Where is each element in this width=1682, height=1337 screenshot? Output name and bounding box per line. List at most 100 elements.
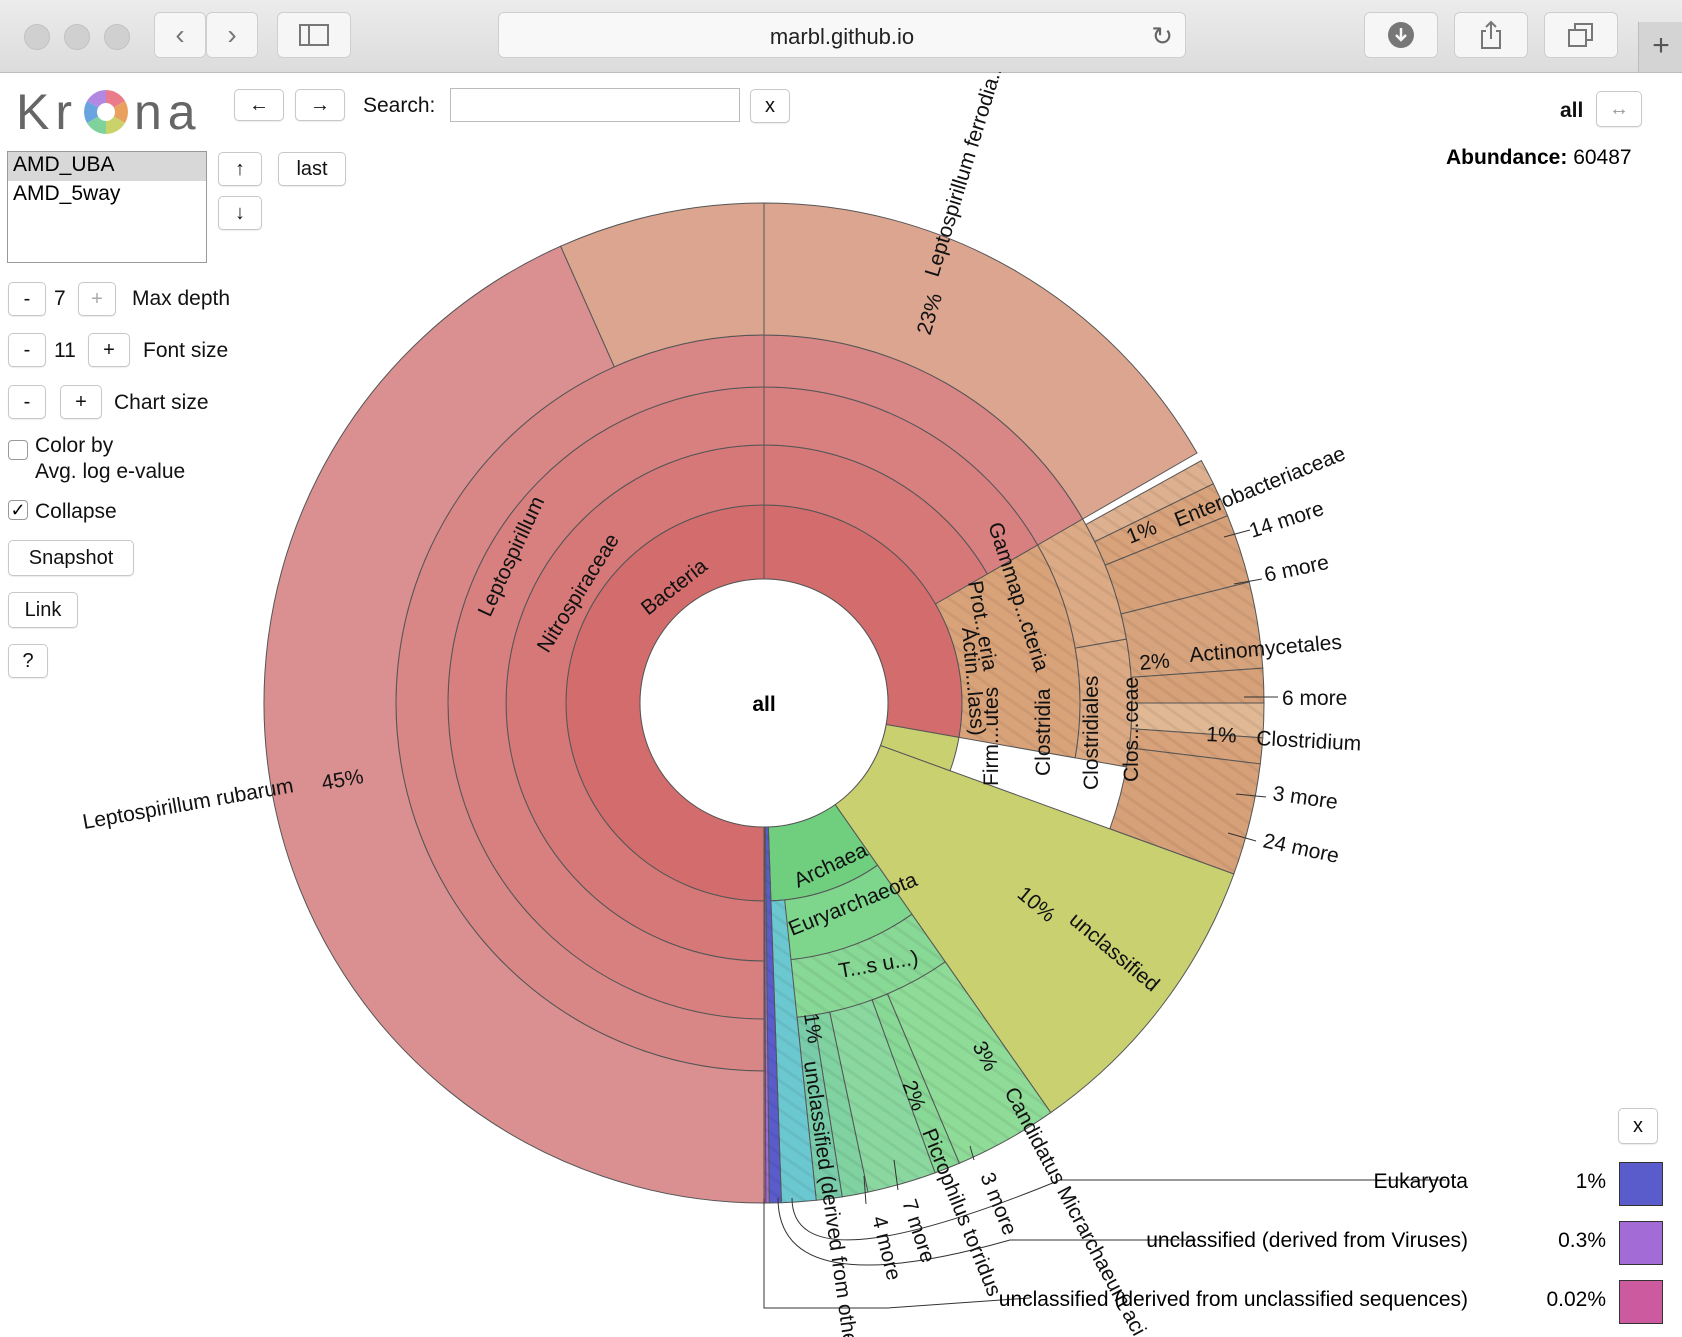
wedge-4-more-hatch [797, 1015, 843, 1201]
new-tab-button[interactable]: + [1638, 22, 1682, 72]
label-more24: 24 more [1261, 829, 1341, 868]
nav-forward-button[interactable]: → [295, 89, 345, 121]
wedge-proteobacteria-hatch [935, 545, 1080, 758]
abundance-value: 60487 [1573, 146, 1632, 169]
label-more3a: 3 more [1271, 782, 1339, 814]
leader-unclassified-seq [763, 1198, 1031, 1309]
help-button[interactable]: ? [8, 644, 48, 678]
wedge-eukaryota-hatch [765, 826, 782, 1203]
label-clostridium-pct: 1% [1206, 723, 1238, 748]
label-clos: Clos...ceae [1120, 677, 1143, 782]
label-clostridium: Clostridium [1256, 727, 1362, 755]
chart-size-minus-button[interactable]: - [8, 385, 46, 419]
abundance-readout: Abundance: 60487 [1446, 146, 1632, 170]
wedge-6-more-a-hatch [1105, 515, 1250, 614]
back-button[interactable]: ‹ [154, 12, 206, 58]
chart-size-label: Chart size [114, 391, 209, 414]
max-depth-plus-button[interactable]: + [78, 282, 116, 316]
label-actinomycetales-pct: 2% [1138, 649, 1170, 675]
wedge-14-more-hatch [1094, 483, 1228, 566]
label-more14: 14 more [1246, 497, 1326, 543]
search-clear-button[interactable]: x [750, 89, 790, 123]
chevron-right-icon: › [227, 19, 237, 50]
wedge-clostridia-hatch [1075, 639, 1133, 767]
wedge-candidatus-micrarchaeum-hatch [887, 961, 1051, 1164]
focus-expand-button[interactable]: ↔ [1596, 91, 1642, 127]
font-size-minus-button[interactable]: - [8, 333, 46, 367]
legend-row[interactable]: Eukaryota 1% [0, 1162, 1682, 1206]
label-more6a: 6 more [1262, 551, 1331, 587]
tabs-button[interactable] [1544, 12, 1618, 58]
snapshot-button[interactable]: Snapshot [8, 540, 134, 576]
krona-logo-icon [84, 90, 128, 134]
reload-icon[interactable]: ↻ [1151, 21, 1173, 51]
center-circle[interactable] [639, 578, 889, 828]
font-size-plus-button[interactable]: + [88, 333, 130, 367]
max-depth-value: 7 [54, 287, 66, 310]
abundance-label: Abundance: [1446, 146, 1568, 169]
chart-size-plus-button[interactable]: + [60, 385, 102, 419]
legend-label: Eukaryota [1373, 1170, 1468, 1193]
link-button[interactable]: Link [8, 592, 78, 628]
leader-14-more [1223, 529, 1251, 538]
nav-back-button[interactable]: ← [234, 89, 284, 121]
logo-text-right: na [134, 84, 202, 140]
label-l-rubarum: Leptospirillum rubarum [81, 774, 295, 834]
max-depth-minus-button[interactable]: - [8, 282, 46, 316]
krona-logo: Kr na [16, 82, 202, 142]
wedge-gammaproteobacteria-hatch [1037, 519, 1127, 649]
dataset-down-button[interactable]: ↓ [218, 196, 262, 230]
font-size-value: 11 [54, 339, 76, 362]
download-button[interactable] [1364, 12, 1438, 58]
sidebar-button[interactable] [277, 12, 351, 58]
label-more6b: 6 more [1282, 687, 1347, 710]
wedge-l-ferrodiazotrophum-2[interactable] [763, 202, 1198, 520]
close-window-button[interactable] [24, 24, 50, 50]
dataset-item-amd-5way[interactable]: AMD_5way [13, 182, 121, 205]
legend-swatch [1619, 1162, 1663, 1206]
dataset-last-button[interactable]: last [278, 152, 346, 186]
legend-row[interactable]: unclassified (derived from unclassified … [0, 1280, 1682, 1324]
wedge-3-more-hatch [1129, 728, 1263, 764]
label-firm: Firm...utes [980, 687, 1003, 786]
wedge-7-more-hatch [813, 1012, 868, 1197]
sunburst-chart[interactable]: Leptospirillum ferrodia...23%Leptospiril… [0, 72, 1682, 1337]
legend-percent: 1% [1575, 1170, 1606, 1193]
color-by-checkbox[interactable] [8, 440, 28, 460]
legend-label: unclassified (derived from Viruses) [1146, 1229, 1468, 1252]
share-icon [1481, 20, 1501, 49]
wedge-l-rubarum[interactable] [263, 245, 765, 1204]
legend-label: unclassified (derived from unclassified … [998, 1288, 1468, 1311]
collapse-checkbox[interactable]: ✓ [8, 500, 28, 520]
chevron-left-icon: ‹ [175, 19, 185, 50]
details-close-button[interactable]: x [1618, 1108, 1658, 1144]
forward-button[interactable]: › [206, 12, 258, 58]
legend-percent: 0.02% [1546, 1288, 1606, 1311]
wedge-unclassified-other-hatch [770, 899, 817, 1203]
leader-3-more-b [969, 1145, 975, 1161]
leader-viruses [777, 1197, 1196, 1266]
tabs-icon [1568, 23, 1593, 47]
wedge-picrophilus-hatch [829, 999, 936, 1193]
minimize-window-button[interactable] [64, 24, 90, 50]
search-label: Search: [363, 94, 436, 117]
address-bar[interactable]: marbl.github.io ↻ [498, 12, 1186, 58]
leader-4-more [863, 1175, 867, 1205]
color-by-label-line2: Avg. log e-value [35, 460, 186, 483]
dataset-item-amd-uba[interactable]: AMD_UBA [8, 152, 206, 181]
wedge-6-more-b-hatch [1131, 668, 1264, 703]
wedge-unclassified-seq-hatch [764, 826, 766, 1203]
dataset-up-button[interactable]: ↑ [218, 152, 262, 186]
download-icon [1388, 22, 1414, 48]
sidebar-icon [299, 24, 329, 46]
share-button[interactable] [1454, 12, 1528, 58]
center-label: all [752, 693, 775, 716]
legend-swatch [1619, 1221, 1663, 1265]
wedge-thermoplasmata-hatch [773, 914, 946, 1019]
leader-24-more [1227, 832, 1257, 842]
zoom-window-button[interactable] [104, 24, 130, 50]
dataset-list[interactable]: AMD_UBA AMD_5way [7, 151, 207, 263]
legend-row[interactable]: unclassified (derived from Viruses) 0.3% [0, 1221, 1682, 1265]
search-input[interactable] [450, 88, 740, 122]
wedge-3-more-b-hatch [872, 993, 960, 1173]
